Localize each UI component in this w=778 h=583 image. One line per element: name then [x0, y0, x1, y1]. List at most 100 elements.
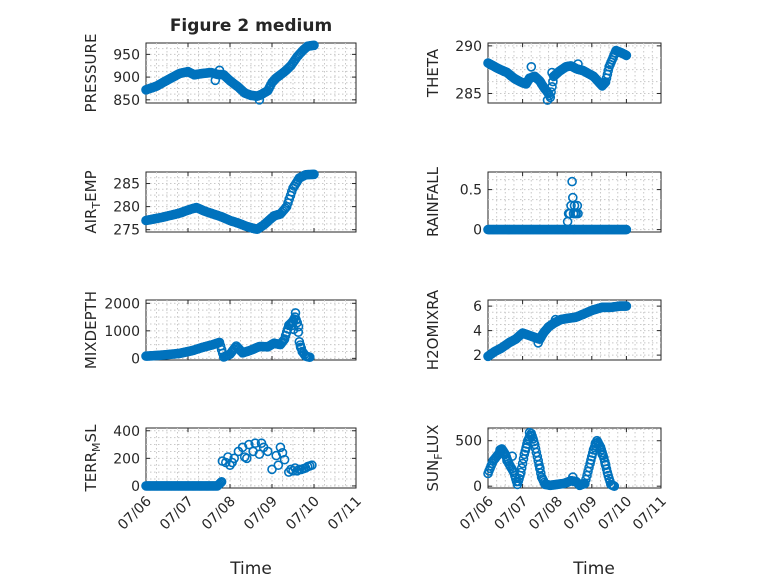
data-point [227, 457, 237, 468]
data-point [600, 459, 611, 470]
x-tick-label: 07/08 [526, 494, 566, 534]
subplot-1: 850 900 950 PRESSURE [82, 34, 357, 112]
series-markers [141, 169, 319, 234]
y-axis-label: AIRTEMP [82, 170, 103, 233]
data-point [621, 301, 632, 311]
data-point [507, 451, 518, 462]
y-tick-label: 400 [113, 424, 140, 440]
data-point [590, 438, 601, 449]
data-point [542, 95, 553, 105]
data-point [290, 308, 301, 318]
y-axis-label: MIXDEPTH [82, 291, 100, 369]
data-point [239, 452, 250, 462]
y-axis-label: RAINFALL [424, 166, 442, 237]
data-point [546, 87, 556, 97]
data-point [599, 79, 609, 89]
x-tick-label: 07/11 [325, 494, 365, 534]
data-point [567, 472, 578, 482]
y-tick-label: 0 [473, 479, 482, 495]
series-markers [141, 40, 319, 105]
data-point [516, 463, 527, 473]
data-point [244, 439, 254, 450]
y-tick-label: 285 [455, 86, 482, 102]
data-point [533, 338, 544, 348]
data-point [517, 458, 528, 469]
data-point [621, 50, 632, 61]
y-tick-label: 200 [113, 451, 140, 467]
y-tick-label: 850 [113, 93, 140, 109]
data-point [547, 67, 557, 78]
figure-title: Figure 2 medium [170, 16, 332, 36]
data-point [567, 176, 577, 187]
subplot-4: 0 0.5 RAINFALL [424, 166, 662, 239]
data-point [621, 224, 632, 235]
y-tick-label: 275 [113, 223, 140, 239]
x-tick-label: 07/07 [492, 494, 532, 534]
data-point [256, 438, 267, 449]
data-point [287, 320, 298, 331]
y-tick-label: 280 [113, 200, 140, 216]
y-tick-label: 1000 [104, 324, 140, 340]
data-point [210, 75, 221, 86]
data-point [528, 434, 538, 444]
data-point [280, 203, 291, 213]
data-point [516, 467, 526, 478]
data-point [535, 463, 545, 473]
data-point [307, 460, 317, 471]
data-point [573, 208, 583, 219]
x-tick-label: 07/09 [561, 494, 601, 534]
data-point [609, 481, 620, 492]
x-tick-label: 07/08 [199, 494, 239, 534]
y-tick-label: 500 [455, 434, 482, 450]
subplot-3: 275 280 285 AIRTEMP [82, 169, 357, 239]
y-tick-label: 0 [131, 351, 140, 367]
x-tick-label: 07/06 [457, 493, 497, 533]
data-point [547, 82, 557, 92]
y-tick-label: 6 [473, 299, 482, 315]
y-axis-label: TERRMSL [82, 424, 103, 493]
subplot-6: 2 4 6 H2OMIXRA [424, 289, 662, 370]
data-point [250, 438, 260, 449]
data-point [309, 169, 319, 180]
data-point [214, 65, 225, 76]
y-tick-label: 4 [473, 324, 482, 340]
series-markers [483, 45, 632, 105]
y-tick-label: 0 [131, 479, 140, 495]
data-point [597, 449, 608, 460]
x-tick-label: 07/10 [595, 494, 635, 534]
series-markers [483, 176, 632, 235]
x-axis-label-left: Time [229, 559, 272, 579]
y-tick-label: 290 [455, 39, 482, 55]
data-point [304, 352, 315, 363]
axes-box [145, 171, 357, 233]
data-point [526, 62, 537, 72]
x-tick-label: 07/09 [241, 494, 281, 534]
data-point [295, 342, 306, 353]
series-markers [141, 438, 317, 491]
y-axis-label: THETA [424, 48, 442, 98]
x-axis-label-right: Time [572, 559, 615, 579]
data-point [545, 92, 556, 103]
data-point [573, 59, 583, 69]
y-axis-label: H2OMIXRA [424, 289, 442, 370]
series-markers [141, 308, 315, 363]
series-markers [483, 427, 620, 492]
data-point [214, 479, 225, 489]
x-tick-label: 07/10 [283, 494, 323, 534]
y-tick-label: 900 [113, 70, 140, 86]
data-point [216, 476, 227, 487]
data-point [277, 447, 288, 458]
data-point [302, 461, 313, 472]
data-point [262, 446, 273, 457]
y-tick-label: 2 [473, 348, 482, 364]
data-point [254, 449, 265, 460]
data-point [603, 65, 614, 76]
data-point [275, 442, 286, 453]
data-point [521, 443, 531, 453]
axes-box [487, 299, 662, 361]
data-point [273, 460, 284, 471]
y-tick-label: 950 [113, 47, 140, 63]
x-tick-label: 07/06 [115, 493, 155, 533]
